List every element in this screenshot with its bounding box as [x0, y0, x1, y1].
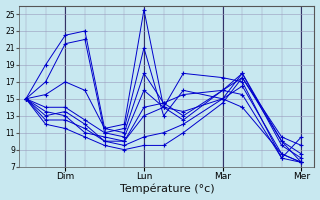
X-axis label: Température (°c): Température (°c)	[120, 184, 214, 194]
